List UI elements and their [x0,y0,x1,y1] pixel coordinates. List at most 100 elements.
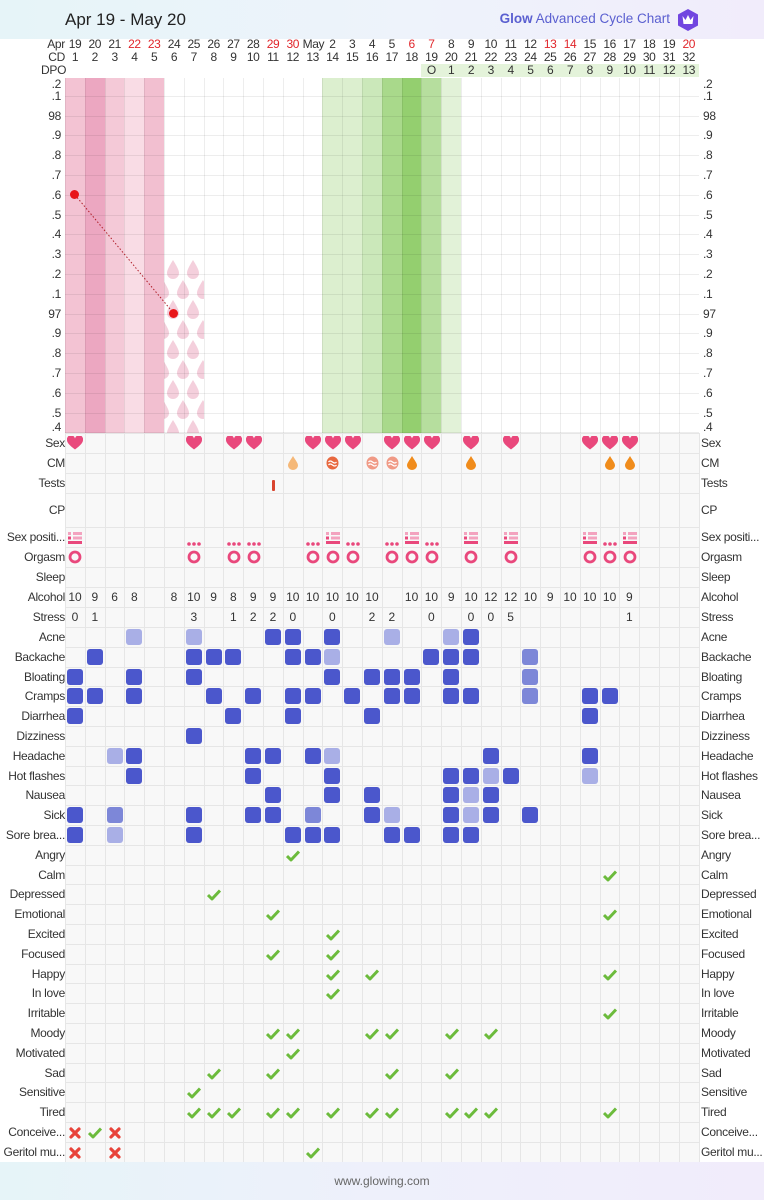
symptom-mark[interactable] [423,648,440,665]
symptom-mark[interactable] [67,668,83,685]
symptom-mark[interactable] [463,688,479,705]
symptom-mark[interactable] [463,767,479,784]
footer-url[interactable]: www.glowing.com [334,1174,430,1188]
symptom-mark[interactable] [324,629,341,645]
symptom-mark[interactable] [185,668,202,685]
symptom-mark[interactable] [67,827,83,843]
symptom-mark[interactable] [245,767,262,784]
symptom-mark[interactable] [304,688,321,705]
symptom-mark[interactable] [67,688,83,705]
symptom-mark[interactable] [106,827,123,843]
symptom-mark[interactable] [324,827,341,843]
symptom-mark[interactable] [522,648,539,665]
symptom-mark[interactable] [245,688,262,705]
symptom-mark[interactable] [67,807,83,824]
symptom-mark[interactable] [126,668,143,685]
symptom-mark[interactable] [304,827,321,843]
symptom-mark[interactable] [443,648,460,665]
temperature-point[interactable] [70,190,80,200]
symptom-mark[interactable] [522,668,539,685]
symptom-mark[interactable] [126,688,143,705]
symptom-mark[interactable] [443,807,460,824]
symptom-mark[interactable] [126,747,143,764]
symptom-mark[interactable] [443,668,460,685]
symptom-mark[interactable] [185,827,202,843]
symptom-mark[interactable] [364,807,380,824]
symptom-mark[interactable] [482,807,499,824]
symptom-mark[interactable] [443,629,460,645]
symptom-mark[interactable] [304,648,321,665]
symptom-mark[interactable] [324,787,341,804]
symptom-mark[interactable] [284,708,301,725]
symptom-mark[interactable] [205,688,222,705]
symptom-mark[interactable] [522,807,539,824]
symptom-mark[interactable] [383,807,400,824]
symptom-mark[interactable] [185,629,202,645]
symptom-mark[interactable] [482,747,499,764]
symptom-mark[interactable] [364,708,380,725]
symptom-mark[interactable] [403,668,420,685]
date-tick: 17 [623,37,636,51]
symptom-mark[interactable] [245,807,262,824]
symptom-mark[interactable] [265,787,281,804]
symptom-mark[interactable] [106,747,123,764]
symptom-mark[interactable] [265,807,281,824]
temperature-point[interactable] [169,309,179,319]
y-tick-left: .8 [51,148,62,163]
symptom-mark[interactable] [284,688,301,705]
symptom-mark[interactable] [581,708,598,725]
symptom-mark[interactable] [185,807,202,824]
symptom-mark[interactable] [265,629,281,645]
symptom-mark[interactable] [86,688,103,705]
symptom-mark[interactable] [225,648,242,665]
symptom-mark[interactable] [463,787,479,804]
symptom-mark[interactable] [284,648,301,665]
grid-vline [540,78,542,433]
symptom-mark[interactable] [304,807,321,824]
symptom-mark[interactable] [344,688,361,705]
symptom-mark[interactable] [443,767,460,784]
symptom-mark[interactable] [67,708,83,725]
symptom-mark[interactable] [443,827,460,843]
symptom-mark[interactable] [403,688,420,705]
symptom-mark[interactable] [443,787,460,804]
symptom-mark[interactable] [383,827,400,843]
symptom-mark[interactable] [364,787,380,804]
symptom-mark[interactable] [106,807,123,824]
symptom-mark[interactable] [324,747,341,764]
symptom-mark[interactable] [185,728,202,744]
symptom-mark[interactable] [383,668,400,685]
symptom-mark[interactable] [522,688,539,705]
symptom-mark[interactable] [482,787,499,804]
symptom-mark[interactable] [265,747,281,764]
symptom-mark[interactable] [463,629,479,645]
symptom-mark[interactable] [463,827,479,843]
symptom-mark[interactable] [324,767,341,784]
symptom-mark[interactable] [324,668,341,685]
symptom-mark[interactable] [86,648,103,665]
symptom-mark[interactable] [443,688,460,705]
symptom-mark[interactable] [403,827,420,843]
symptom-mark[interactable] [601,688,618,705]
y-tick-right: .9 [703,326,713,341]
symptom-mark[interactable] [245,747,262,764]
symptom-mark[interactable] [463,807,479,824]
symptom-mark[interactable] [304,747,321,764]
symptom-mark[interactable] [205,648,222,665]
symptom-mark[interactable] [502,767,519,784]
symptom-mark[interactable] [581,767,598,784]
symptom-mark[interactable] [225,708,242,725]
symptom-mark[interactable] [581,747,598,764]
symptom-mark[interactable] [284,629,301,645]
symptom-mark[interactable] [463,648,479,665]
symptom-mark[interactable] [185,648,202,665]
symptom-mark[interactable] [383,629,400,645]
symptom-mark[interactable] [324,648,341,665]
symptom-mark[interactable] [364,668,380,685]
symptom-mark[interactable] [581,688,598,705]
symptom-mark[interactable] [126,767,143,784]
symptom-mark[interactable] [126,629,143,645]
symptom-mark[interactable] [482,767,499,784]
symptom-mark[interactable] [383,688,400,705]
symptom-mark[interactable] [284,827,301,843]
